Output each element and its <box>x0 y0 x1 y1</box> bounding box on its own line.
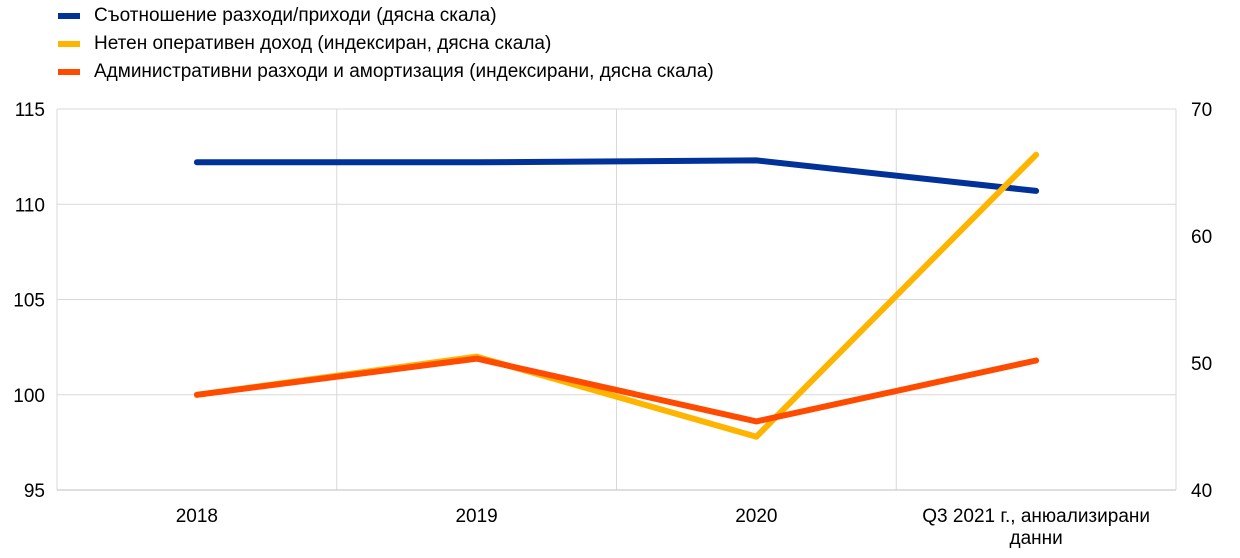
legend-label: Нетен оперативен доход (индексиран, дясн… <box>94 33 552 54</box>
series-line <box>193 355 1040 425</box>
legend-item-admin-expenses: Административни разходи и амортизация (и… <box>58 58 714 86</box>
series-line <box>193 157 1040 194</box>
legend-label: Съотношение разходи/приходи (дясна скала… <box>94 5 497 26</box>
x-tick-label: 2018 <box>176 506 218 527</box>
y-tick-label-right: 50 <box>1191 354 1212 375</box>
y-tick-label-right: 70 <box>1191 100 1212 121</box>
y-tick-label-right: 40 <box>1191 481 1212 502</box>
legend-swatch <box>58 41 80 47</box>
legend-item-net-operating-income: Нетен оперативен доход (индексиран, дясн… <box>58 30 714 58</box>
y-tick-label-left: 115 <box>15 100 45 121</box>
x-tick-label: 2020 <box>735 506 777 527</box>
y-tick-label-left: 110 <box>15 195 45 216</box>
x-tick-label: 2019 <box>455 506 497 527</box>
legend-swatch <box>58 69 80 75</box>
legend-item-cost-income-ratio: Съотношение разходи/приходи (дясна скала… <box>58 2 714 30</box>
y-tick-label-left: 100 <box>13 386 45 407</box>
legend-label: Административни разходи и амортизация (и… <box>94 61 714 82</box>
x-tick-label: Q3 2021 г., анюализирани данни <box>922 506 1150 549</box>
chart-legend: Съотношение разходи/приходи (дясна скала… <box>58 2 714 86</box>
y-tick-label-left: 105 <box>13 291 45 312</box>
y-tick-label-right: 60 <box>1191 227 1212 248</box>
y-tick-label-left: 95 <box>24 481 45 502</box>
legend-swatch <box>58 13 80 19</box>
